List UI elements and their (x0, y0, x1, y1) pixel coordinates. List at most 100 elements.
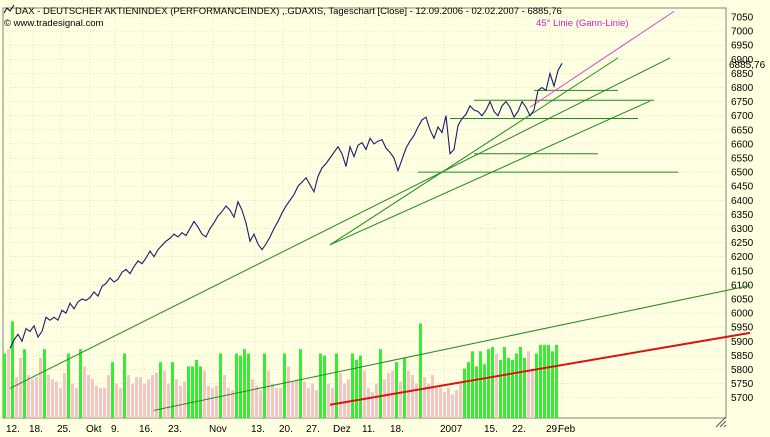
volume-bar (315, 390, 318, 418)
x-tick-label: 22. (512, 424, 526, 435)
y-tick-label: 6550 (731, 154, 754, 165)
volume-bar (163, 370, 166, 418)
volume-bar (11, 321, 14, 418)
volume-bar (139, 377, 142, 418)
y-tick-label: 6850 (731, 69, 754, 80)
volume-bar (103, 387, 106, 418)
volume-bar (527, 351, 530, 418)
volume-bar (143, 383, 146, 418)
x-tick-label: 11. (362, 424, 375, 435)
volume-bar (63, 372, 66, 418)
volume-bar (547, 344, 550, 418)
x-tick-label: Feb (558, 424, 576, 435)
volume-bar (519, 347, 522, 418)
volume-bar (403, 357, 406, 418)
volume-bar (95, 385, 98, 418)
volume-bar (447, 387, 450, 418)
volume-bar (243, 349, 246, 418)
volume-bar (279, 387, 282, 418)
volume-bar (491, 347, 494, 418)
chart-title-text: DAX - DEUTSCHER AKTIENINDEX (PERFORMANCE… (15, 6, 562, 17)
x-tick-label: 23. (168, 424, 182, 435)
volume-bar (487, 349, 490, 418)
volume-bar (343, 383, 346, 418)
y-tick-label: 6900 (731, 55, 754, 66)
volume-bar (59, 387, 62, 418)
volume-bar (295, 379, 298, 418)
volume-bar (3, 353, 6, 418)
y-tick-label: 6450 (731, 182, 754, 193)
volume-bar (175, 379, 178, 418)
volume-bar (147, 379, 150, 418)
volume-bar (259, 390, 262, 418)
volume-bar (459, 383, 462, 418)
volume-bar (39, 357, 42, 418)
y-tick-label: 6150 (731, 266, 754, 277)
volume-bar (331, 387, 334, 418)
volume-bar (131, 383, 134, 418)
x-tick-label: 18. (29, 424, 43, 435)
x-tick-label: 20. (279, 424, 293, 435)
volume-bar (471, 351, 474, 418)
volume-bar (267, 370, 270, 418)
volume-bar (171, 362, 174, 418)
x-tick-label: 9. (111, 424, 119, 435)
volume-bar (235, 353, 238, 418)
y-tick-label: 6350 (731, 210, 754, 221)
volume-bar (435, 387, 438, 418)
volume-bar (463, 368, 466, 418)
x-tick-label: Dez (333, 424, 351, 435)
volume-bar (371, 392, 374, 418)
volume-bar (543, 344, 546, 418)
volume-bar (451, 394, 454, 418)
volume-bar (323, 355, 326, 418)
y-tick-label: 7000 (731, 27, 754, 38)
y-tick-label: 6650 (731, 125, 754, 136)
volume-bar (247, 353, 250, 418)
y-tick-label: 6400 (731, 196, 754, 207)
volume-bar (99, 387, 102, 418)
volume-bar (251, 379, 254, 418)
volume-bar (15, 377, 18, 418)
volume-bar (531, 368, 534, 418)
resize-corner-icon[interactable] (715, 416, 727, 428)
y-tick-label: 6700 (731, 111, 754, 122)
trend-line (329, 57, 619, 246)
volume-bar (291, 381, 294, 418)
volume-bar (23, 349, 26, 418)
trend-line (153, 284, 751, 411)
volume-bar (275, 387, 278, 418)
volume-bar (271, 383, 274, 418)
volume-bar (203, 370, 206, 418)
volume-bar (35, 377, 38, 418)
volume-bar (483, 364, 486, 418)
trend-line (329, 100, 651, 246)
volume-bar (515, 353, 518, 418)
line-chart-icon (3, 4, 15, 17)
volume-bar (511, 359, 514, 418)
x-tick-label: Nov (209, 424, 227, 435)
volume-bar (31, 379, 34, 418)
volume-bar (207, 385, 210, 418)
y-tick-label: 5950 (731, 323, 754, 334)
volume-bar (195, 359, 198, 418)
volume-bar (367, 387, 370, 418)
volume-bar (555, 344, 558, 418)
volume-bar (499, 359, 502, 418)
y-tick-label: 6300 (731, 224, 754, 235)
volume-bar (127, 375, 130, 418)
x-tick-label: 2007 (440, 424, 463, 435)
volume-bar (507, 357, 510, 418)
volume-bar (191, 366, 194, 418)
volume-bar (467, 362, 470, 418)
volume-bar (303, 381, 306, 418)
volume-bar (27, 375, 30, 418)
x-tick-label: 16. (139, 424, 153, 435)
volume-bar (55, 381, 58, 418)
volume-bar (179, 385, 182, 418)
volume-bar (83, 366, 86, 418)
y-tick-label: 5900 (731, 337, 754, 348)
volume-bar (411, 375, 414, 418)
